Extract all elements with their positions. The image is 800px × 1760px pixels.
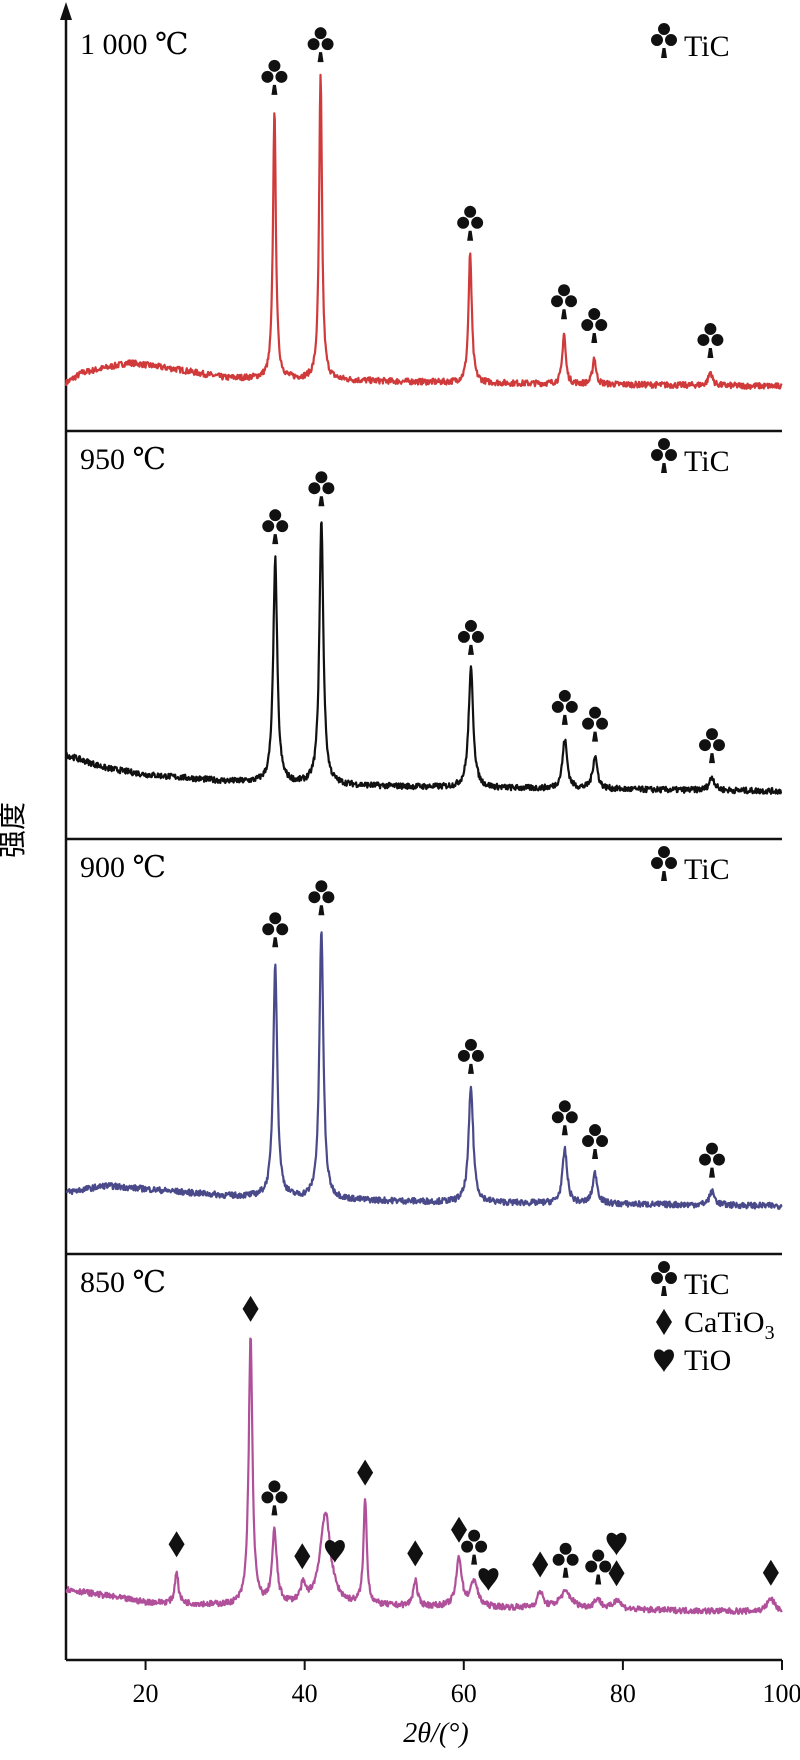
diamond-peak-marker-icon (357, 1459, 374, 1486)
club-peak-marker-icon (457, 1038, 484, 1074)
club-peak-marker-icon (551, 284, 578, 320)
legend-label: TiC (684, 445, 730, 478)
club-legend-icon (651, 438, 678, 473)
club-peak-marker-icon (308, 880, 335, 916)
heart-peak-marker-icon (478, 1568, 499, 1591)
club-peak-marker-icon (698, 1142, 725, 1178)
y-axis-arrow (60, 2, 72, 20)
club-peak-marker-icon (582, 706, 609, 742)
diamond-peak-marker-icon (168, 1531, 185, 1558)
club-peak-marker-icon (581, 308, 608, 344)
club-peak-marker-icon (552, 1542, 579, 1578)
x-tick-label: 100 (763, 1679, 800, 1708)
club-peak-marker-icon (457, 619, 484, 655)
club-legend-icon (651, 23, 678, 59)
club-peak-marker-icon (262, 912, 289, 948)
diamond-peak-marker-icon (762, 1559, 779, 1586)
club-peak-marker-icon (461, 1529, 488, 1565)
panel-temperature-label: 950 ℃ (80, 443, 166, 476)
diamond-peak-marker-icon (407, 1540, 424, 1567)
legend-label: TiC (684, 30, 730, 63)
xrd-trace (65, 931, 783, 1210)
diamond-peak-marker-icon (242, 1295, 259, 1322)
club-peak-marker-icon (261, 59, 288, 95)
panel-2: 900 ℃ TiC (65, 846, 783, 1210)
legend-label: TiO (684, 1344, 731, 1377)
x-tick-label: 60 (451, 1679, 477, 1708)
panel-1: 950 ℃ TiC (64, 438, 783, 795)
diamond-peak-marker-icon (451, 1516, 468, 1543)
club-peak-marker-icon (582, 1124, 609, 1160)
club-peak-marker-icon (262, 509, 289, 545)
legend-label: CaTiO3 (684, 1306, 775, 1344)
diamond-peak-marker-icon (294, 1543, 311, 1570)
panel-temperature-label: 1 000 ℃ (80, 28, 189, 61)
club-peak-marker-icon (308, 471, 335, 507)
club-peak-marker-icon (698, 728, 725, 764)
legend-label: TiC (684, 1268, 730, 1301)
club-peak-marker-icon (585, 1549, 612, 1585)
club-peak-marker-icon (551, 689, 578, 725)
diamond-peak-marker-icon (608, 1560, 625, 1587)
club-legend-icon (651, 846, 678, 881)
panels: 1 000 ℃ TiC 950 ℃ TiC 900 ℃ TiC 850 ℃ TiC CaTiO3… (64, 23, 783, 1615)
club-peak-marker-icon (261, 1480, 288, 1516)
club-peak-marker-icon (307, 27, 334, 63)
axes-frame (60, 2, 782, 1662)
panel-0: 1 000 ℃ TiC (64, 23, 783, 390)
x-tick-label: 20 (133, 1679, 159, 1708)
club-peak-marker-icon (551, 1100, 578, 1136)
panel-temperature-label: 900 ℃ (80, 851, 166, 884)
y-axis-label: 强度 (0, 802, 29, 858)
xrd-trace (65, 1337, 783, 1615)
panel-temperature-label: 850 ℃ (80, 1266, 166, 1299)
xrd-trace (64, 73, 783, 390)
x-tick-label: 40 (292, 1679, 318, 1708)
club-legend-icon (651, 1261, 678, 1296)
xrd-trace (64, 521, 783, 795)
diamond-legend-icon (656, 1309, 672, 1335)
x-ticks: 20 40 60 80 100 (133, 1660, 800, 1708)
heart-legend-icon (654, 1349, 674, 1372)
x-axis-label: 2θ/(°) (403, 1718, 468, 1749)
x-tick-label: 80 (610, 1679, 636, 1708)
heart-peak-marker-icon (606, 1532, 627, 1556)
club-peak-marker-icon (697, 322, 724, 358)
legend-label: TiC (684, 853, 730, 886)
club-peak-marker-icon (457, 205, 484, 241)
heart-peak-marker-icon (324, 1540, 345, 1563)
diamond-peak-marker-icon (532, 1551, 549, 1578)
